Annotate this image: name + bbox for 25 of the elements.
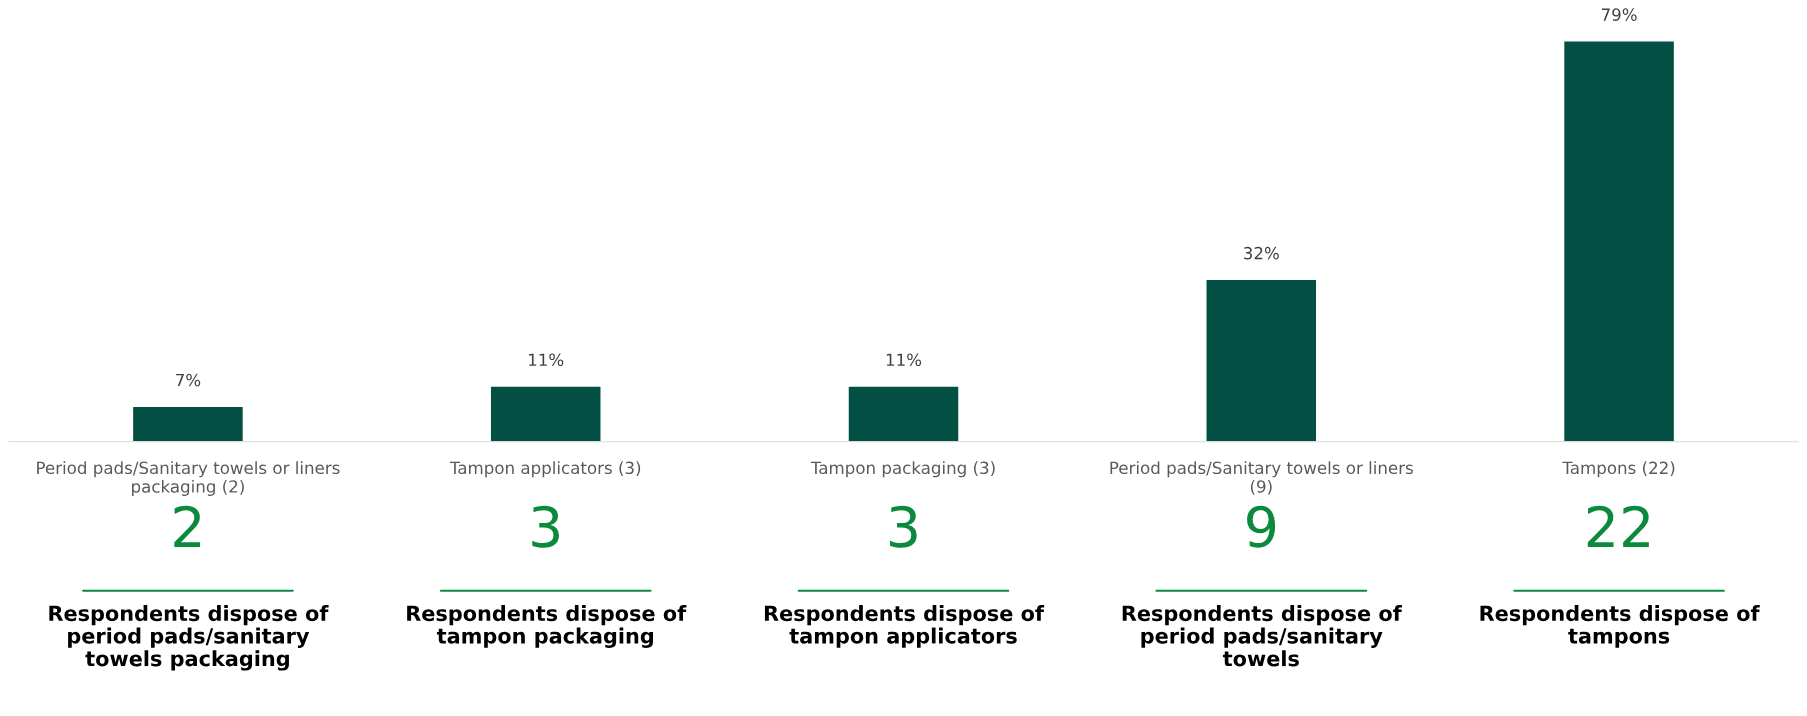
text: Respondents dispose of tampon applicators [764,605,1045,648]
x-tick-label: Period pads/Sanitary towels or liners packaging (2) [37,461,340,497]
text: Respondents dispose of tampons [1480,605,1760,648]
bar [1562,40,1676,442]
data-label: 7% [176,373,201,387]
text: 2 [174,505,201,547]
data-label: 32% [1244,246,1279,260]
text: Respondents dispose of tampon packaging [407,605,687,648]
text: Respondents dispose of period pads/sanitary towels [1122,605,1402,667]
text: 9 [1247,505,1276,548]
bar [847,385,960,442]
data-label: 11% [529,353,564,367]
text: 3 [890,505,917,548]
x-tick-label: Tampon packaging (3) [810,461,995,478]
x-tick-label: Period pads/Sanitary towels or liners (9) [1110,461,1413,495]
bar [489,385,602,442]
data-label: 79% [1601,8,1637,21]
bar [1205,278,1318,442]
text: Respondents dispose of period pads/sanitary towels packaging [49,605,329,671]
bar [131,405,245,442]
x-tick-label: Tampon applicators (3) [449,461,641,478]
x-tick-label: Tampons (22) [1562,461,1675,478]
text: 3 [532,505,559,548]
data-label: 11% [886,353,922,367]
text: 22 [1587,505,1649,547]
